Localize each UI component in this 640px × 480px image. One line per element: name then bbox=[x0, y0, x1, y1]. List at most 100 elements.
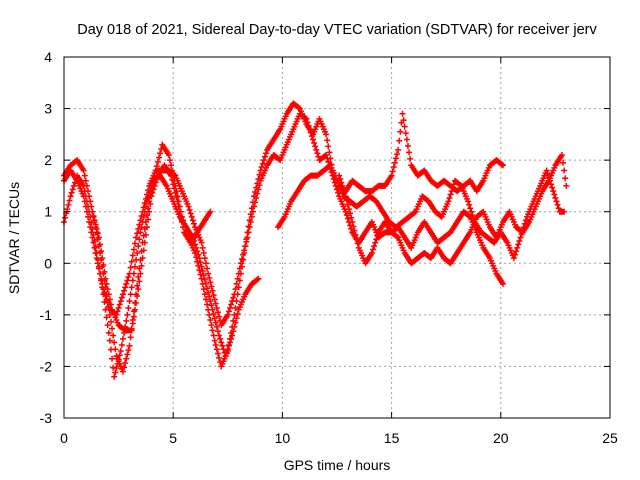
data-point-marker bbox=[126, 298, 133, 305]
data-point-marker bbox=[65, 201, 72, 208]
data-point-marker bbox=[242, 243, 249, 250]
data-point-marker bbox=[229, 298, 236, 305]
data-point-marker bbox=[554, 201, 561, 208]
y-tick-label: 1 bbox=[44, 204, 52, 220]
data-point-marker bbox=[237, 260, 244, 267]
data-point-marker bbox=[105, 329, 112, 336]
data-point-marker bbox=[187, 210, 194, 217]
data-point-marker bbox=[222, 353, 229, 360]
data-point-marker bbox=[206, 274, 213, 281]
data-point-marker bbox=[195, 262, 202, 269]
data-point-marker bbox=[95, 234, 102, 241]
data-point-marker bbox=[142, 195, 149, 202]
data-point-marker bbox=[195, 251, 202, 258]
data-point-marker bbox=[225, 308, 232, 315]
data-point-marker bbox=[83, 208, 90, 215]
data-point-marker bbox=[92, 243, 99, 250]
data-point-marker bbox=[122, 284, 129, 291]
data-point-marker bbox=[468, 208, 475, 215]
data-point-marker bbox=[210, 310, 217, 317]
data-point-marker bbox=[124, 277, 131, 284]
data-point-marker bbox=[255, 186, 262, 193]
data-point-marker bbox=[89, 234, 96, 241]
data-point-marker bbox=[228, 335, 235, 342]
data-point-marker bbox=[104, 286, 111, 293]
data-point-marker bbox=[147, 200, 154, 207]
data-point-marker bbox=[125, 274, 132, 281]
data-point-marker bbox=[104, 299, 111, 306]
data-point-marker bbox=[103, 280, 110, 287]
data-point-marker bbox=[88, 229, 95, 236]
data-point-marker bbox=[180, 224, 187, 231]
data-point-marker bbox=[131, 306, 138, 313]
data-point-marker bbox=[109, 355, 116, 362]
data-point-marker bbox=[403, 136, 410, 143]
data-point-marker bbox=[466, 213, 473, 220]
data-point-marker bbox=[192, 241, 199, 248]
data-point-marker bbox=[136, 236, 143, 243]
data-point-marker bbox=[469, 212, 476, 219]
data-point-marker bbox=[123, 280, 130, 287]
data-point-marker bbox=[255, 275, 262, 282]
data-point-marker bbox=[204, 265, 211, 272]
data-point-marker bbox=[104, 322, 111, 329]
data-point-marker bbox=[223, 349, 230, 356]
data-point-marker bbox=[143, 224, 150, 231]
data-point-marker bbox=[100, 262, 107, 269]
data-point-marker bbox=[308, 133, 315, 140]
data-point-marker bbox=[139, 255, 146, 262]
data-marks bbox=[61, 100, 570, 380]
data-point-marker bbox=[91, 244, 98, 251]
data-point-marker bbox=[64, 206, 71, 213]
data-point-marker bbox=[107, 346, 114, 353]
y-tick-label: 0 bbox=[44, 255, 52, 271]
data-point-marker bbox=[111, 339, 118, 346]
data-point-marker bbox=[323, 131, 330, 138]
data-point-marker bbox=[213, 323, 220, 330]
data-point-marker bbox=[135, 225, 142, 232]
data-point-marker bbox=[93, 225, 100, 232]
x-tick-label: 25 bbox=[602, 430, 618, 446]
data-point-marker bbox=[200, 272, 207, 279]
data-point-marker bbox=[134, 230, 141, 237]
data-point-marker bbox=[133, 299, 140, 306]
data-point-marker bbox=[352, 231, 359, 238]
data-point-marker bbox=[445, 198, 452, 205]
data-point-marker bbox=[404, 142, 411, 149]
axis-ticks: 0 5 10 15 20 25 -3 -2 -1 0 1 2 3 4 bbox=[40, 49, 618, 446]
data-point-marker bbox=[99, 255, 106, 262]
data-point-marker bbox=[135, 274, 142, 281]
data-point-marker bbox=[81, 172, 88, 179]
data-point-marker bbox=[202, 280, 209, 287]
data-point-marker bbox=[371, 243, 378, 250]
data-point-marker bbox=[245, 229, 252, 236]
data-point-marker bbox=[312, 143, 319, 150]
data-point-marker bbox=[127, 264, 134, 271]
data-point-marker bbox=[349, 219, 356, 226]
data-point-marker bbox=[208, 302, 215, 309]
data-point-marker bbox=[118, 294, 125, 301]
x-tick-label: 20 bbox=[493, 430, 509, 446]
data-point-marker bbox=[395, 146, 402, 153]
data-point-marker bbox=[396, 137, 403, 144]
data-point-marker bbox=[70, 182, 77, 189]
data-point-marker bbox=[90, 239, 97, 246]
data-point-marker bbox=[89, 208, 96, 215]
data-point-marker bbox=[130, 246, 137, 253]
data-point-marker bbox=[170, 181, 177, 188]
data-point-marker bbox=[232, 286, 239, 293]
data-point-marker bbox=[212, 319, 219, 326]
data-point-marker bbox=[131, 240, 138, 247]
data-point-marker bbox=[260, 157, 267, 164]
data-point-marker bbox=[121, 364, 128, 371]
data-point-marker bbox=[201, 255, 208, 262]
data-point-marker bbox=[107, 318, 114, 325]
data-point-marker bbox=[561, 208, 568, 215]
data-point-marker bbox=[499, 162, 506, 169]
data-point-marker bbox=[216, 313, 223, 320]
data-point-marker bbox=[165, 151, 172, 158]
x-tick-label: 15 bbox=[384, 430, 400, 446]
data-point-marker bbox=[374, 232, 381, 239]
data-point-marker bbox=[107, 301, 114, 308]
data-point-marker bbox=[249, 208, 256, 215]
